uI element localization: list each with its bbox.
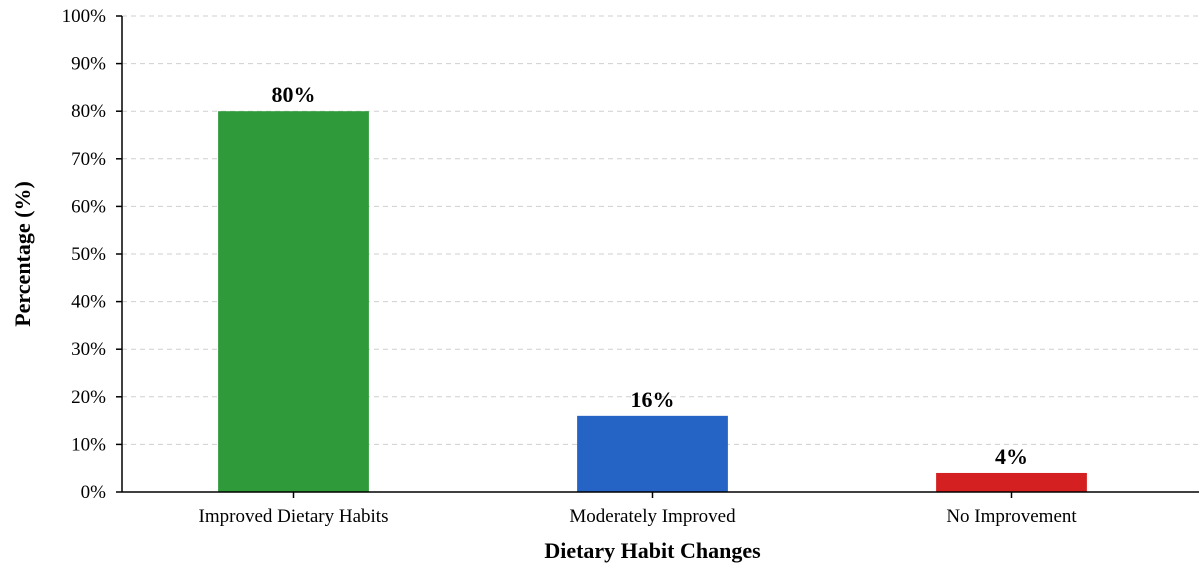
y-tick-labels: 0% 10% 20% 30% 40% 50% 60% 70% 80% 90% 100% [62, 6, 122, 503]
y-tick-label: 40% [71, 292, 106, 313]
bar [577, 415, 728, 492]
bars [218, 111, 1087, 492]
x-category-label: Moderately Improved [569, 506, 736, 527]
y-tick-label: 90% [71, 54, 106, 75]
y-tick-label: 70% [71, 149, 106, 170]
bar-value-label: 16% [631, 387, 675, 412]
y-axis-title: Percentage (%) [10, 181, 35, 327]
bar [936, 472, 1087, 492]
y-tick-label: 50% [71, 244, 106, 265]
x-axis-title: Dietary Habit Changes [544, 538, 761, 563]
x-category-label: Improved Dietary Habits [199, 506, 389, 527]
x-tick-labels: Improved Dietary Habits Moderately Improv… [199, 492, 1077, 527]
y-tick-label: 30% [71, 339, 106, 360]
bar [218, 111, 369, 492]
y-tick-label: 100% [62, 6, 107, 27]
y-tick-label: 80% [71, 101, 106, 122]
bar-value-label: 80% [272, 82, 316, 107]
y-tick-label: 20% [71, 387, 106, 408]
y-tick-label: 0% [81, 482, 107, 503]
data-labels: 80% 16% 4% [272, 82, 1029, 469]
x-category-label: No Improvement [946, 506, 1077, 527]
y-tick-label: 10% [71, 434, 106, 455]
y-tick-label: 60% [71, 196, 106, 217]
bar-value-label: 4% [995, 444, 1028, 469]
